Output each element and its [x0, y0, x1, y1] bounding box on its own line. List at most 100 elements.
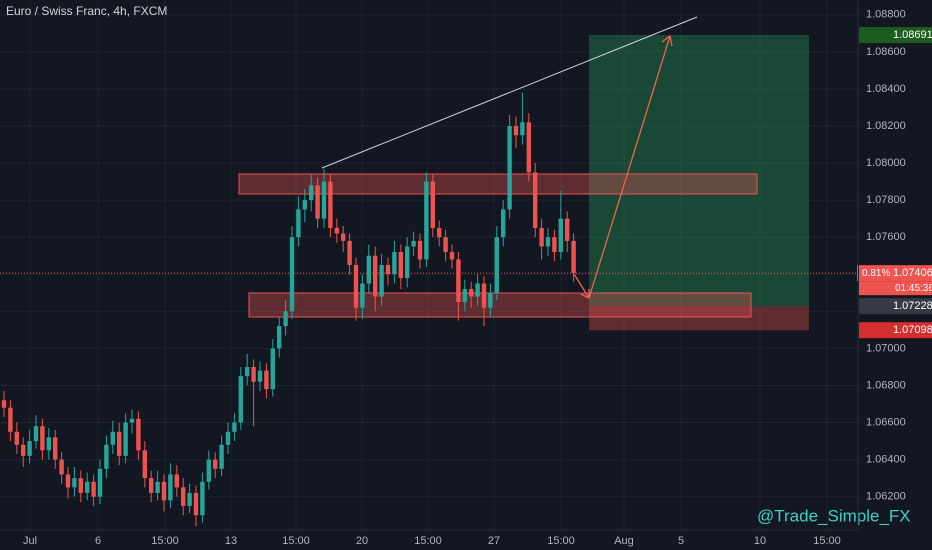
profit-zone	[589, 35, 809, 307]
candle-body	[33, 426, 39, 442]
candle-body	[232, 422, 237, 432]
candle-body	[219, 444, 224, 469]
candle-body	[289, 237, 295, 312]
candle-body	[225, 431, 231, 445]
candle-body	[53, 437, 58, 460]
candle-body	[481, 283, 487, 308]
arrow-head	[661, 34, 673, 47]
candle-body	[360, 283, 365, 308]
candle-body	[174, 474, 179, 488]
candle-body	[264, 370, 269, 390]
candle-body	[8, 407, 13, 432]
candle-body	[545, 237, 551, 247]
price-tag	[859, 27, 932, 44]
candle-body	[526, 122, 531, 173]
candle-body	[200, 481, 205, 516]
x-tick-label: 5	[678, 535, 684, 547]
x-tick-label: 15:00	[151, 535, 179, 547]
candle-body	[136, 418, 141, 451]
change-label: 0.81%	[862, 268, 890, 279]
candle-body	[129, 418, 135, 423]
x-tick-label: 20	[356, 535, 368, 547]
candle-body	[97, 468, 103, 497]
candle-body	[571, 240, 576, 274]
position-tool	[589, 35, 809, 331]
candle-body	[85, 481, 90, 493]
candle-body	[21, 444, 26, 456]
candle-body	[347, 240, 352, 265]
candle-body	[149, 478, 154, 493]
x-tick-label: 15:00	[282, 535, 310, 547]
y-tick-label: 1.07800	[866, 194, 906, 206]
watermark: @Trade_Simple_FX	[757, 506, 911, 525]
candle-body	[341, 233, 346, 241]
change-box	[857, 265, 858, 282]
candle-body	[385, 265, 391, 275]
candle-body	[558, 218, 563, 253]
x-tick-label: 13	[225, 535, 237, 547]
candle-body	[257, 370, 263, 382]
chart-title: Euro / Swiss Franc, 4h, FXCM	[6, 4, 167, 18]
candle-body	[539, 227, 544, 247]
candle-body	[469, 289, 474, 297]
candle-body	[513, 126, 519, 136]
candle-body	[78, 478, 83, 493]
candle-body	[552, 237, 557, 253]
candle-body	[488, 292, 493, 308]
candle-body	[110, 431, 115, 445]
loss-zone	[589, 306, 809, 331]
candle-body	[501, 209, 506, 238]
candle-body	[475, 283, 480, 297]
candle-body	[14, 431, 19, 445]
candle-body	[411, 240, 416, 247]
candle-body	[424, 181, 429, 260]
candle-body	[181, 487, 186, 506]
candle-body	[283, 311, 288, 327]
time-axis: Jul 6 15:00 13 15:00 20 15:00 27 15:00 Aug 5 10 15:0…	[23, 535, 841, 547]
candle-body	[104, 444, 109, 469]
candle-body	[309, 185, 314, 201]
candle-body	[142, 450, 147, 479]
y-tick-label: 1.08400	[866, 83, 906, 95]
candle-body	[72, 478, 77, 488]
candle-body	[456, 259, 461, 303]
price-tags: 1.08691 1.07228 1.07098 1.07406 01:45:36 0.81…	[857, 27, 932, 339]
trend-line	[321, 16, 698, 169]
grid	[0, 0, 858, 530]
candle-body	[27, 441, 32, 456]
candle-body	[405, 246, 410, 278]
candle-body	[296, 209, 301, 238]
price-tag	[859, 298, 932, 315]
countdown: 01:45:36	[895, 283, 932, 294]
candle-body	[193, 492, 199, 516]
candle-body	[155, 481, 160, 493]
candle-body	[443, 237, 448, 253]
y-tick-label: 1.06400	[866, 453, 906, 465]
candle-body	[46, 437, 51, 451]
candle-body	[117, 431, 122, 456]
candle-body	[417, 240, 423, 260]
candle-body	[565, 218, 570, 241]
candle-body	[245, 366, 250, 377]
candle-body	[353, 265, 359, 308]
candle-body	[437, 227, 442, 238]
candle-body	[392, 252, 397, 275]
price-tag	[859, 265, 932, 282]
support-zone	[248, 292, 752, 318]
y-tick-label: 1.08000	[866, 157, 906, 169]
candle-body	[507, 126, 512, 210]
candle-body	[334, 227, 339, 234]
arrow-up	[588, 35, 671, 299]
candle-body	[462, 289, 467, 303]
candle-body	[494, 237, 499, 293]
candle-body	[321, 181, 327, 219]
candle-body	[213, 459, 218, 469]
candle-body	[398, 252, 403, 278]
countdown-tag	[859, 281, 932, 296]
x-tick-label: 15:00	[547, 535, 575, 547]
candle-body	[449, 252, 455, 260]
y-tick-label: 1.08600	[866, 46, 906, 58]
price-tag-label: 1.08691	[893, 29, 932, 41]
